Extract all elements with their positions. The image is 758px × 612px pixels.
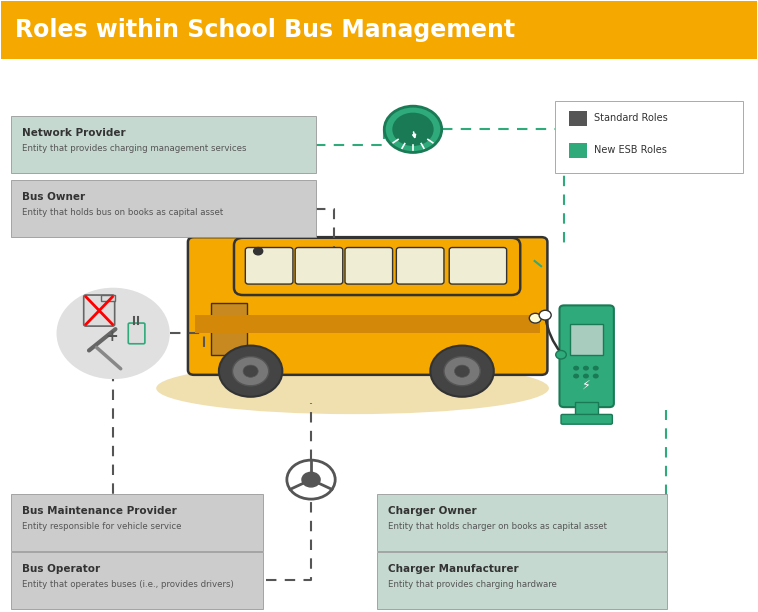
FancyBboxPatch shape: [234, 238, 520, 295]
FancyBboxPatch shape: [246, 247, 293, 284]
FancyBboxPatch shape: [559, 305, 614, 407]
Circle shape: [583, 373, 589, 378]
Text: Entity that holds bus on books as capital asset: Entity that holds bus on books as capita…: [22, 208, 223, 217]
Text: Bus Owner: Bus Owner: [22, 192, 85, 202]
Text: Charger Manufacturer: Charger Manufacturer: [388, 564, 518, 573]
Text: Entity that provides charging hardware: Entity that provides charging hardware: [388, 580, 557, 589]
FancyBboxPatch shape: [568, 143, 587, 158]
Circle shape: [583, 366, 589, 371]
FancyBboxPatch shape: [570, 324, 603, 355]
FancyBboxPatch shape: [568, 111, 587, 126]
Circle shape: [593, 366, 599, 371]
FancyBboxPatch shape: [555, 101, 743, 173]
Text: Standard Roles: Standard Roles: [594, 113, 668, 124]
Text: Charger Owner: Charger Owner: [388, 506, 477, 516]
Text: New ESB Roles: New ESB Roles: [594, 145, 667, 155]
FancyBboxPatch shape: [377, 494, 668, 551]
Circle shape: [384, 106, 442, 152]
FancyBboxPatch shape: [377, 551, 668, 609]
Text: ⚡: ⚡: [582, 379, 591, 392]
Circle shape: [529, 313, 541, 323]
FancyBboxPatch shape: [575, 401, 598, 419]
FancyBboxPatch shape: [449, 247, 506, 284]
Text: Entity that operates buses (i.e., provides drivers): Entity that operates buses (i.e., provid…: [22, 580, 233, 589]
FancyBboxPatch shape: [561, 414, 612, 424]
Circle shape: [243, 365, 258, 377]
FancyBboxPatch shape: [101, 295, 114, 301]
FancyBboxPatch shape: [11, 116, 316, 173]
Text: Entity that provides charging management services: Entity that provides charging management…: [22, 144, 246, 153]
Circle shape: [393, 113, 434, 146]
Circle shape: [219, 346, 282, 397]
FancyBboxPatch shape: [11, 180, 316, 237]
Text: Bus Maintenance Provider: Bus Maintenance Provider: [22, 506, 177, 516]
Ellipse shape: [156, 362, 549, 414]
FancyBboxPatch shape: [128, 323, 145, 344]
FancyBboxPatch shape: [196, 315, 540, 334]
Text: Entity responsible for vehicle service: Entity responsible for vehicle service: [22, 521, 181, 531]
FancyBboxPatch shape: [396, 247, 444, 284]
FancyBboxPatch shape: [11, 494, 264, 551]
Circle shape: [444, 357, 481, 386]
Circle shape: [455, 365, 470, 377]
FancyBboxPatch shape: [188, 237, 547, 375]
Circle shape: [57, 288, 170, 379]
FancyBboxPatch shape: [11, 551, 264, 609]
FancyBboxPatch shape: [0, 0, 758, 59]
Circle shape: [593, 373, 599, 378]
Text: Roles within School Bus Management: Roles within School Bus Management: [15, 18, 515, 42]
FancyBboxPatch shape: [295, 247, 343, 284]
Text: +: +: [105, 329, 118, 344]
Circle shape: [233, 357, 269, 386]
Circle shape: [254, 247, 263, 255]
Text: Bus Operator: Bus Operator: [22, 564, 100, 573]
FancyBboxPatch shape: [211, 303, 247, 355]
Circle shape: [573, 366, 579, 371]
Circle shape: [302, 472, 320, 487]
Text: Entity that holds charger on books as capital asset: Entity that holds charger on books as ca…: [388, 521, 607, 531]
FancyBboxPatch shape: [83, 295, 114, 326]
Circle shape: [431, 346, 493, 397]
Text: Network Provider: Network Provider: [22, 128, 125, 138]
Circle shape: [539, 310, 551, 320]
Circle shape: [556, 351, 566, 359]
FancyBboxPatch shape: [345, 247, 393, 284]
Circle shape: [573, 373, 579, 378]
